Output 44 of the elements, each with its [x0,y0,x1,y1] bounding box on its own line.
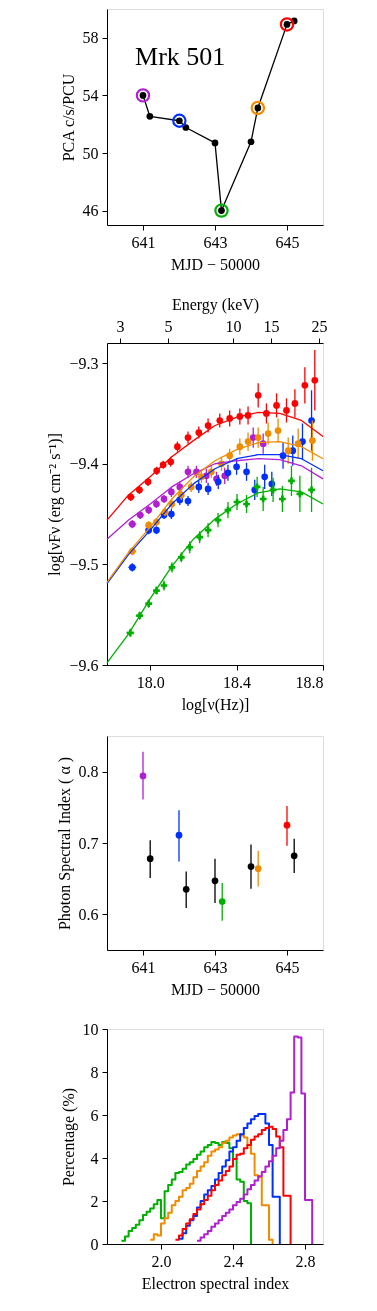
y-tick-label: 2 [90,1192,99,1210]
y-tick-label: 58 [82,29,99,47]
x-tick-label: 18.0 [136,673,165,691]
y-tick-label: 0.6 [78,905,99,923]
y-tick-label: −9.6 [69,656,99,674]
y-tick-label: 4 [90,1149,99,1167]
y-tick-label: −9.3 [69,354,99,372]
x-axis-title: log[ν(Hz)] [181,695,250,714]
x-tick-label: 2.0 [151,1252,172,1270]
x-tick-label: 18.8 [295,673,324,691]
y-tick-label: 0.7 [78,834,99,852]
y-axis-title: Percentage (%) [59,1087,78,1187]
y-tick-label: −9.5 [69,555,99,573]
y-axis-title: PCA c/s/PCU [59,73,77,162]
x2-tick-label: 15 [263,317,280,335]
x-axis-title: MJD − 50000 [170,255,261,273]
x2-tick-label: 25 [311,317,328,335]
y-tick-label: 6 [90,1106,99,1124]
y-tick-label: 50 [82,144,99,162]
x2-axis-title: Energy (keV) [171,295,260,314]
x-tick-label: 643 [203,233,228,251]
y-axis-title: Photon Spectral Index ( α ) [55,756,74,931]
y-tick-label: 54 [82,86,99,104]
x-axis-title: Electron spectral index [141,1274,290,1293]
x-axis-title: MJD − 50000 [170,980,261,998]
x-tick-label: 641 [131,958,156,976]
x2-tick-label: 3 [116,317,125,335]
x-tick-label: 645 [275,233,300,251]
x-tick-label: 2.4 [223,1252,244,1270]
y-tick-label: 10 [82,1020,99,1038]
x-tick-label: 641 [131,233,156,251]
y-tick-label: 0 [90,1235,99,1253]
x2-tick-label: 5 [164,317,173,335]
y-tick-label: 46 [82,202,99,220]
x-tick-label: 18.4 [223,673,252,691]
annotation: Mrk 501 [135,41,226,71]
y-tick-label: 0.8 [78,763,99,781]
x-tick-label: 643 [203,958,228,976]
y-tick-label: −9.4 [69,455,99,473]
y-tick-label: 8 [90,1063,99,1081]
x-tick-label: 2.8 [295,1252,316,1270]
x2-tick-label: 10 [225,317,242,335]
y-axis-title: log[νFν (erg cm⁻² s⁻¹)] [46,433,65,576]
x-tick-label: 645 [275,958,300,976]
